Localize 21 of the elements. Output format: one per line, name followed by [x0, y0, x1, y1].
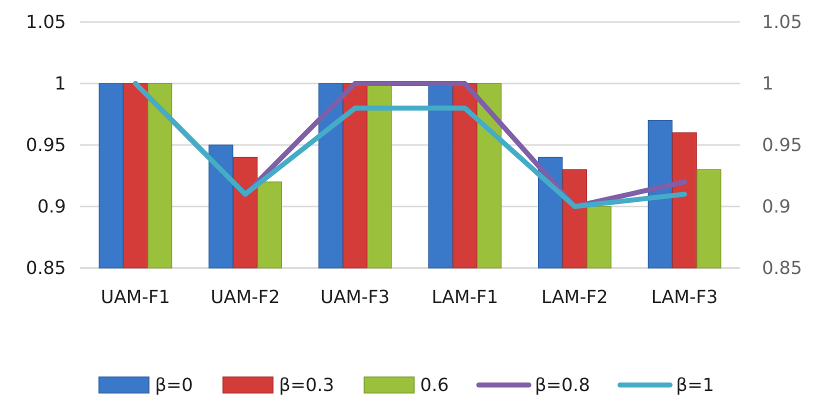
x-tick-label: UAM-F2 — [210, 286, 280, 308]
y-tick-label: 0.9 — [37, 196, 66, 218]
y-tick-label: 1.05 — [26, 12, 66, 33]
y2-tick-label: 0.95 — [762, 134, 802, 156]
y-tick-label: 1 — [54, 73, 66, 94]
x-tick-label: LAM-F1 — [432, 286, 498, 308]
y2-tick-label: 0.85 — [762, 258, 802, 279]
legend-label: β=0 — [154, 375, 193, 396]
legend-label: 0.6 — [420, 375, 449, 396]
y-tick-label: 0.85 — [26, 258, 66, 279]
legend-label: β=0.3 — [278, 375, 334, 396]
y2-tick-label: 1 — [762, 73, 774, 94]
y2-tick-label: 1.05 — [762, 12, 802, 33]
x-tick-label: LAM-F3 — [651, 286, 718, 308]
x-tick-label: LAM-F2 — [541, 286, 608, 308]
x-tick-label: UAM-F1 — [100, 286, 170, 308]
x-tick-label: UAM-F3 — [320, 286, 390, 308]
legend-label: β=1 — [676, 375, 714, 396]
y-tick-label: 0.95 — [26, 134, 66, 156]
y2-tick-label: 0.9 — [762, 196, 791, 218]
legend-label: β=0.8 — [534, 375, 590, 396]
